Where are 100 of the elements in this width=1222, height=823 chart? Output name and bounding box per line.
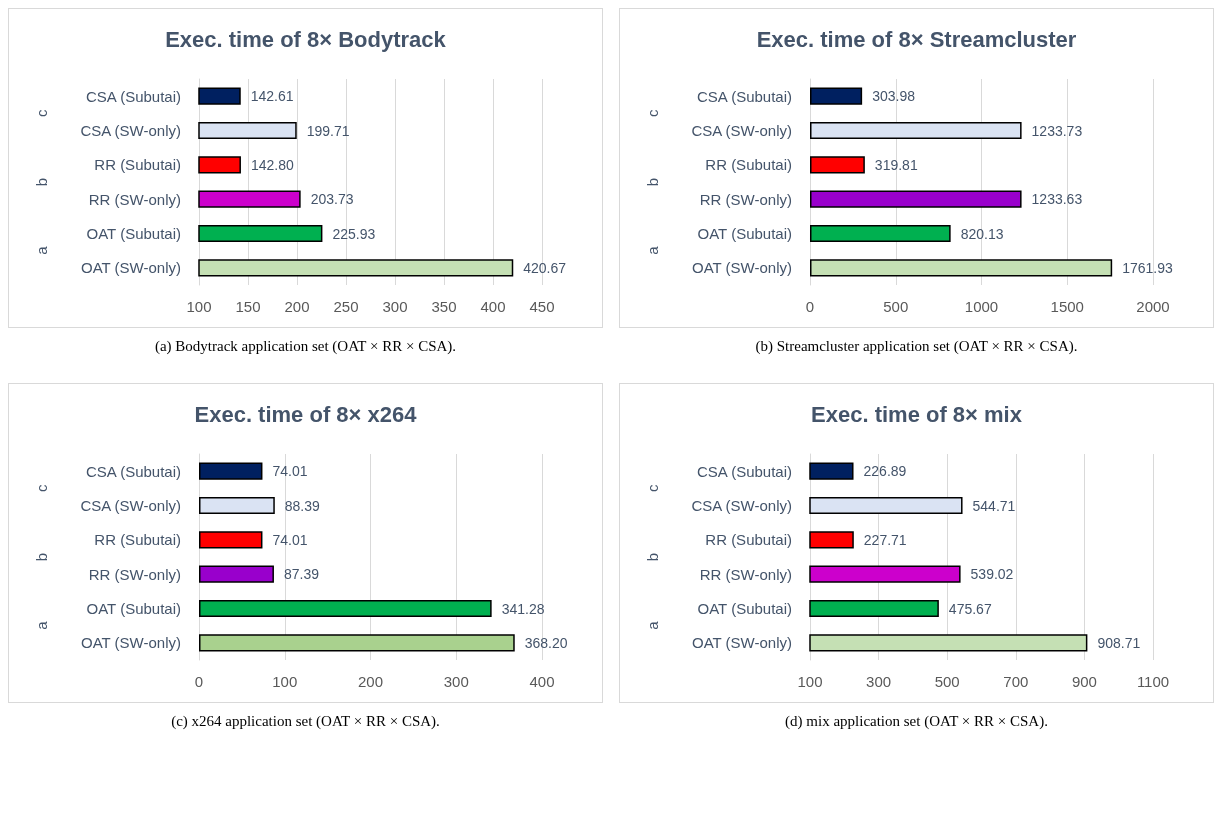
y-tick-label: CSA (Subutai) [85,87,181,105]
x-tick-label: 900 [1071,673,1097,690]
data-label: 341.28 [501,600,545,617]
bar [199,531,263,549]
x-tick-label: 350 [431,298,457,315]
x-tick-label: 400 [529,673,555,690]
y-tick-label: CSA (Subutai) [696,87,792,105]
x-tick-label: 500 [934,673,960,690]
y-tick-label: OAT (SW-only) [691,259,792,277]
x-tick-label: 150 [235,298,261,315]
data-label: 227.71 [863,531,907,548]
data-label: 199.71 [306,122,350,139]
y-tick-label: RR (SW-only) [699,565,792,583]
bar [199,496,275,515]
text: (b) Streamcluster application set (OAT × RR × CSA). [754,338,1079,355]
text: b [32,552,50,562]
data-label: 539.02 [970,566,1014,583]
y-tick-label: CSA (SW-only) [691,497,792,514]
y-tick-label: RR (SW-only) [88,565,181,583]
x-tick-label: 100 [186,298,212,315]
y-tick-label: RR (SW-only) [699,190,792,208]
text: c [32,484,50,493]
data-label: 1233.73 [1031,122,1083,139]
data-label: 74.01 [272,463,308,480]
y-tick-label: CSA (Subutai) [696,462,792,480]
y-tick-label: OAT (SW-only) [691,634,792,652]
x-tick-label: 0 [194,673,204,690]
data-label: 226.89 [863,463,907,480]
bar [199,565,274,583]
chart-title: Exec. time of 8× mix [811,401,1023,427]
y-tick-label: RR (SW-only) [88,190,181,208]
x-tick-label: 1000 [964,298,999,315]
x-tick-label: 100 [272,673,298,690]
y-tick-label: OAT (Subutai) [86,600,181,617]
y-tick-label: OAT (SW-only) [80,634,181,652]
x-tick-label: 300 [866,673,892,690]
text: (a) Bodytrack application set (OAT × RR × CSA). [153,338,458,355]
data-label: 544.71 [972,497,1016,514]
data-label: 142.80 [250,156,294,173]
data-label: 87.39 [283,566,320,583]
x-tick-label: 300 [443,673,469,690]
x-tick-label: 450 [529,298,555,315]
bar [810,87,863,105]
data-label: 820.13 [960,225,1004,242]
text: b [643,552,661,562]
text: a [32,620,50,630]
y-tick-label: OAT (Subutai) [86,225,181,242]
bar [199,462,263,480]
text: a [643,620,661,630]
x-tick-label: 200 [284,298,310,315]
bar [810,156,865,174]
text: c [643,484,661,493]
data-label: 303.98 [872,88,916,105]
chart-title: Exec. time of 8× x264 [194,401,418,427]
x-tick-label: 0 [805,298,815,315]
text: a [643,245,661,255]
data-label: 319.81 [874,156,918,173]
x-tick-label: 700 [1003,673,1029,690]
x-tick-label: 1500 [1050,298,1084,315]
y-tick-label: CSA (SW-only) [80,497,181,514]
data-label: 1761.93 [1122,259,1173,276]
data-label: 475.67 [948,600,992,617]
x-tick-label: 100 [797,673,823,690]
y-tick-label: CSA (Subutai) [85,462,181,480]
y-tick-label: RR (Subutai) [94,156,181,174]
y-tick-label: RR (Subutai) [94,531,181,549]
data-label: 908.71 [1097,634,1141,651]
y-tick-label: OAT (Subutai) [697,225,792,242]
y-tick-label: CSA (SW-only) [691,122,792,139]
text: (d) mix application set (OAT × RR × CSA). [784,713,1049,730]
bar [810,224,951,243]
data-label: 420.67 [523,259,567,276]
y-tick-label: OAT (Subutai) [697,600,792,617]
y-tick-label: RR (Subutai) [705,531,792,549]
x-tick-label: 500 [883,298,909,315]
y-tick-label: RR (Subutai) [705,156,792,174]
text: c [643,109,661,118]
data-label: 142.61 [250,88,294,105]
bar [810,190,1022,208]
x-tick-label: 300 [382,298,408,315]
text: b [32,177,50,187]
x-tick-label: 1100 [1136,673,1170,690]
y-tick-label: CSA (SW-only) [80,122,181,139]
bar [199,634,515,652]
bar [810,121,1022,140]
text: b [643,177,661,187]
chart-title: Exec. time of 8× Streamcluster [756,26,1077,52]
data-label: 88.39 [284,497,321,514]
text: c [32,109,50,118]
text: (c) x264 application set (OAT × RR × CSA). [170,713,441,730]
x-tick-label: 400 [480,298,506,315]
bar [810,259,1113,277]
text: a [32,245,50,255]
data-label: 1233.63 [1031,191,1083,208]
chart-title: Exec. time of 8× Bodytrack [165,26,447,52]
data-label: 203.73 [310,191,354,208]
bar [199,599,492,618]
x-tick-label: 2000 [1136,298,1170,315]
x-tick-label: 250 [333,298,359,315]
data-label: 368.20 [524,634,568,651]
